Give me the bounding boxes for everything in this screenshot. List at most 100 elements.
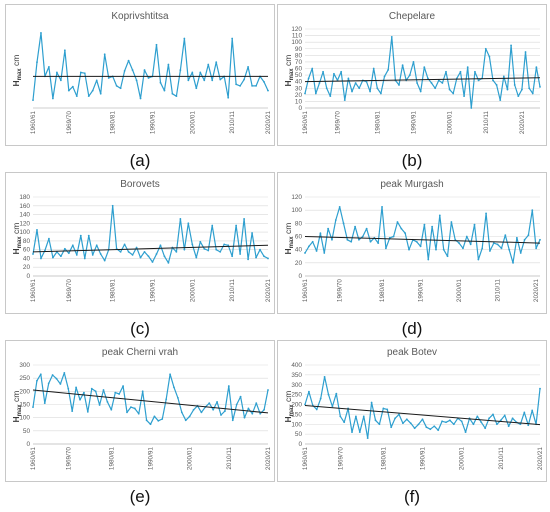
data-point xyxy=(36,61,38,64)
data-point xyxy=(323,375,326,378)
line-chart: peak Murgash 0 20 40 60 80 100 120 1960/61 1969/7… xyxy=(283,179,541,302)
data-point xyxy=(239,395,242,398)
data-point xyxy=(184,419,187,422)
data-point xyxy=(167,261,170,264)
data-point xyxy=(267,257,269,260)
data-point xyxy=(137,412,140,415)
data-point xyxy=(163,255,166,258)
data-point xyxy=(322,70,324,73)
data-point xyxy=(135,79,138,82)
data-point xyxy=(382,407,385,410)
chart-frame: peak Botev 0 50 100 150 200 250 300 350 400 1960/6… xyxy=(277,340,547,482)
data-point xyxy=(247,66,249,68)
y-axis-title: Hmax cm xyxy=(11,391,23,423)
data-point xyxy=(354,225,356,228)
data-point xyxy=(441,420,443,423)
data-point xyxy=(331,238,333,241)
x-tick-label: 1980/81 xyxy=(108,447,115,471)
y-tick-label: 60 xyxy=(295,66,303,73)
data-point xyxy=(315,250,318,252)
x-tick-label: 1980/81 xyxy=(380,447,387,471)
x-tick-label: 1980/81 xyxy=(110,111,117,135)
y-tick-label: 20 xyxy=(295,92,303,99)
data-point xyxy=(169,373,171,376)
y-tick-label: 120 xyxy=(19,220,30,227)
y-tick-label: 160 xyxy=(19,203,30,210)
data-point xyxy=(40,32,42,34)
data-point xyxy=(339,415,342,418)
x-tick-label: 1969/70 xyxy=(337,447,344,471)
x-tick-label: 2020/21 xyxy=(537,447,544,471)
data-point xyxy=(396,221,399,223)
y-tick-label: 60 xyxy=(23,247,31,254)
chart-frame: peak Cherni vrah 0 50 100 150 200 250 300 1960/6… xyxy=(5,340,275,482)
data-point xyxy=(343,421,346,424)
x-tick-label: 1960/61 xyxy=(30,279,37,303)
data-point xyxy=(423,66,426,69)
x-tick-label: 1990/91 xyxy=(420,447,427,471)
data-point xyxy=(502,75,505,78)
data-point xyxy=(413,427,416,430)
y-tick-label: 120 xyxy=(291,194,302,201)
y-tick-label: 40 xyxy=(295,247,303,254)
series-line xyxy=(32,32,269,101)
data-point xyxy=(219,250,222,253)
data-point xyxy=(71,85,74,88)
data-point xyxy=(400,227,403,230)
data-point xyxy=(263,255,265,258)
data-point xyxy=(372,67,375,70)
data-point xyxy=(499,419,502,422)
data-point xyxy=(231,255,234,258)
data-point xyxy=(203,247,206,250)
data-point xyxy=(187,222,190,225)
data-point xyxy=(71,410,74,412)
data-point xyxy=(472,423,475,426)
data-point xyxy=(442,248,445,251)
data-point xyxy=(75,254,78,256)
data-point xyxy=(163,89,166,92)
data-point xyxy=(524,51,527,53)
data-point xyxy=(227,96,230,99)
data-point xyxy=(91,89,94,92)
data-point xyxy=(495,84,498,86)
data-point xyxy=(346,238,349,241)
trend-line xyxy=(304,236,541,244)
line-chart: peak Cherni vrah 0 50 100 150 200 250 300 1960/6… xyxy=(11,347,272,471)
y-axis-title-unit: cm xyxy=(283,55,293,69)
data-point xyxy=(235,224,238,227)
x-tick-label: 1969/70 xyxy=(66,279,73,303)
data-point xyxy=(535,247,538,250)
data-point xyxy=(398,413,400,416)
line-chart: Koprivshtitsa 1960/61 1969/70 1980/81 1990/9… xyxy=(11,11,272,135)
data-point xyxy=(227,244,230,247)
y-axis-title-sub: max xyxy=(289,236,295,249)
data-point xyxy=(392,235,395,238)
data-point xyxy=(446,255,449,258)
data-point xyxy=(55,377,58,380)
series-line xyxy=(304,206,541,264)
data-point xyxy=(43,402,46,405)
data-point xyxy=(235,83,238,86)
data-point xyxy=(365,227,368,230)
y-axis-title-sub: max xyxy=(17,404,23,417)
y-tick-label: 140 xyxy=(19,212,30,219)
data-point xyxy=(311,240,314,243)
x-tick-label: 1990/91 xyxy=(149,279,156,303)
data-point xyxy=(103,53,106,56)
data-point xyxy=(415,240,418,243)
chart-title: Chepelare xyxy=(389,11,436,22)
data-point xyxy=(67,252,70,255)
data-point xyxy=(362,415,365,418)
data-point xyxy=(402,422,404,425)
data-point xyxy=(157,419,160,422)
data-point xyxy=(224,410,226,412)
data-point xyxy=(416,82,418,84)
data-point xyxy=(419,90,422,93)
data-point xyxy=(79,234,82,237)
data-point xyxy=(215,248,218,251)
data-point xyxy=(227,385,230,387)
y-tick-label: 100 xyxy=(19,229,30,236)
data-point xyxy=(255,256,257,259)
data-point xyxy=(175,95,178,98)
y-tick-label: 10 xyxy=(295,98,303,105)
